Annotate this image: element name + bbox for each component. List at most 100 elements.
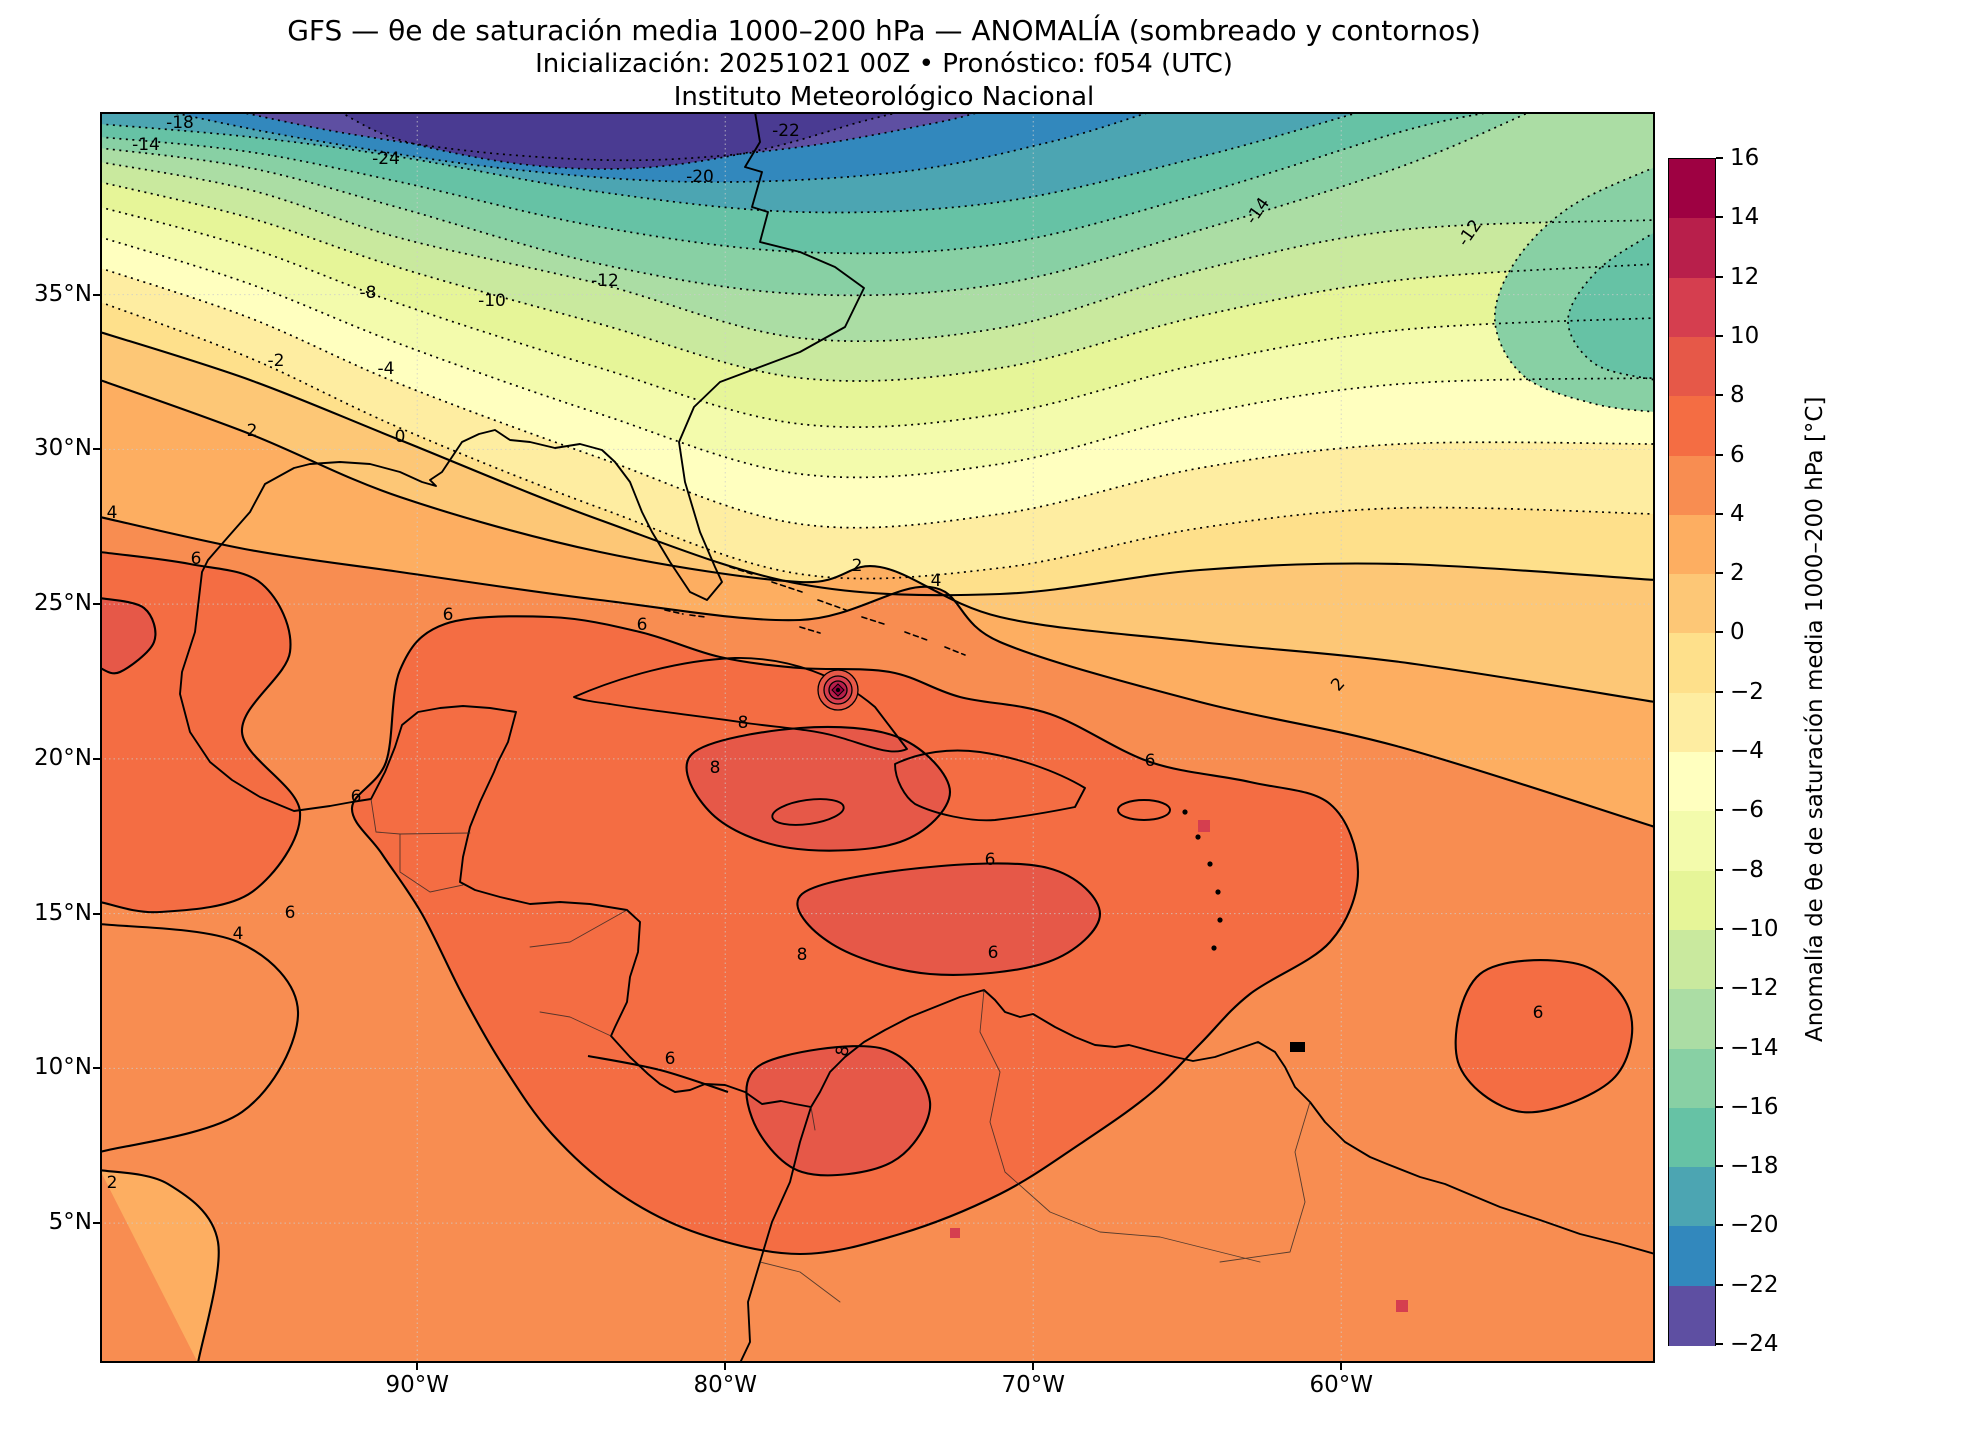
y-tick-label: 25°N [34,590,92,617]
contour-label: -2 [268,351,285,371]
colorbar-tick-mark [1715,868,1723,871]
colorbar-tick-mark [1715,1046,1723,1049]
colorbar-axis-label: Anomalía de θe de saturación media 1000–… [1802,396,1828,1042]
colorbar-tick-label: 6 [1730,441,1745,468]
y-tick-mark [93,912,100,915]
colorbar-band [1669,1167,1715,1227]
colorbar-tick-label: −22 [1730,1271,1779,1298]
contour-label: 4 [107,503,118,523]
y-tick-label: 30°N [34,435,92,462]
contour-label: -18 [166,113,194,133]
contour-label: 4 [931,571,942,591]
colorbar-tick-label: 10 [1730,322,1760,349]
contour-label: 6 [443,605,454,625]
colorbar-band [1669,1226,1715,1287]
colorbar-band [1669,1107,1715,1168]
coastline-cuba [573,657,908,753]
colorbar-tick-mark [1715,631,1723,634]
x-tick-label: 60°W [1309,1372,1373,1398]
coastline-mainland [179,112,1655,1255]
colorbar-band [1669,752,1715,812]
title-block: GFS — θe de saturación media 1000–200 hP… [0,14,1768,114]
contour-label: 2 [247,421,258,441]
colorbar-band [1669,455,1715,516]
colorbar-tick-mark [1715,453,1723,456]
y-tick-mark [93,603,100,606]
title-line-3: Instituto Meteorológico Nacional [673,82,1095,112]
y-tick-mark [93,1222,100,1225]
contour-label: -22 [772,121,800,141]
colorbar-tick-mark [1715,1343,1723,1345]
colorbar-tick-label: −18 [1730,1153,1779,1180]
colorbar-band [1669,633,1715,694]
coastline-jamaica [771,798,845,826]
colorbar-band [1669,870,1715,931]
contour-label: 2 [852,556,863,576]
colorbar-tick-label: −16 [1730,1093,1779,1120]
contour-label: -4 [378,359,395,379]
colorbar-tick-mark [1715,750,1723,752]
contour-label: 8 [710,758,721,778]
colorbar-tick-label: −6 [1730,797,1764,824]
colorbar-tick-label: 14 [1730,204,1760,231]
colorbar-tick-label: −2 [1730,678,1764,705]
colorbar-tick-mark [1715,1224,1723,1227]
contour-label: -24 [372,149,400,169]
map-frame [100,112,1655,1363]
colorbar-tick-mark [1715,394,1723,397]
contour-label: 8 [797,945,808,965]
colorbar-band [1669,396,1715,457]
colorbar-tick-mark [1715,690,1723,693]
colorbar-tick-mark [1715,809,1723,812]
contour-label: 0 [395,427,406,447]
y-tick-label: 5°N [48,1209,92,1236]
coastline-hispaniola [894,749,1086,822]
contour-label: 6 [637,615,648,635]
colorbar-tick-label: 16 [1730,145,1760,171]
y-tick-label: 15°N [34,899,92,926]
colorbar-tick-mark [1715,512,1723,515]
contour-label: 6 [988,943,999,963]
colorbar-band [1669,929,1715,990]
y-tick-label: 20°N [34,744,92,771]
colorbar-band [1669,514,1715,575]
contour-label: 8 [738,713,749,733]
contour-label: 8 [832,1044,854,1059]
lesser-antilles-islands [1182,809,1305,1052]
colorbar-tick-label: −8 [1730,856,1764,883]
x-tick-label: 80°W [693,1372,757,1398]
contour-label: 6 [985,850,996,870]
colorbar-tick-label: −10 [1730,915,1779,942]
colorbar-tick-mark [1715,216,1723,219]
x-tick-mark [724,1363,727,1370]
contour-label: 4 [233,924,244,944]
x-tick-label: 90°W [385,1372,449,1398]
bahamas-islands [664,566,966,656]
colorbar-band [1669,989,1715,1050]
contour-label: -14 [132,135,160,155]
colorbar-tick-mark [1715,1105,1723,1108]
y-tick-label: 10°N [34,1054,92,1081]
colorbar [1668,158,1716,1346]
colorbar-band [1669,1285,1715,1346]
colorbar-band [1669,336,1715,397]
colorbar-band [1669,574,1715,634]
contour-label: 6 [191,549,202,569]
contour-label: -10 [478,291,506,311]
contour-label: 6 [1533,1003,1544,1023]
colorbar-tick-label: −14 [1730,1034,1779,1061]
contour-label: -20 [686,167,714,187]
x-tick-mark [416,1363,419,1370]
filled-anomaly-field [100,112,1655,1363]
colorbar-tick-label: 0 [1730,619,1745,646]
colorbar-band [1669,159,1715,219]
storm-maximum [817,669,859,711]
title-line-2: Inicialización: 20251021 00Z • Pronóstic… [535,49,1233,79]
colorbar-tick-mark [1715,275,1723,278]
colorbar-band [1669,218,1715,279]
title-line-1: GFS — θe de saturación media 1000–200 hP… [287,14,1481,47]
colorbar-tick-mark [1715,987,1723,990]
contour-label: 6 [285,903,296,923]
colorbar-band [1669,811,1715,872]
